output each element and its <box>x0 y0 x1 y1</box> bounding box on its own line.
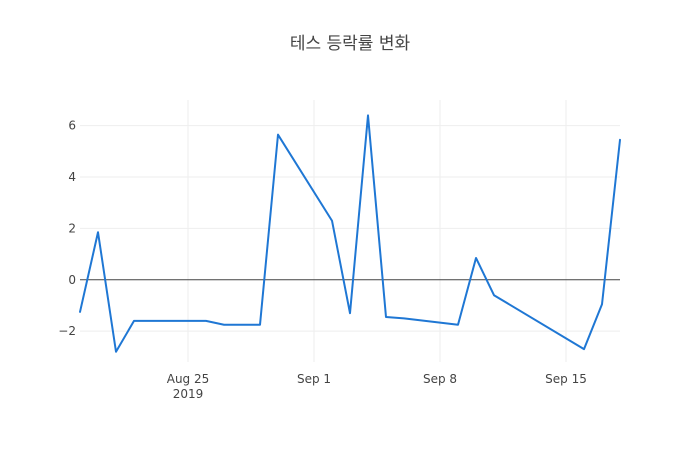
x-tick-label: Sep 8 <box>423 372 457 386</box>
x-tick-label: Sep 15 <box>545 372 587 386</box>
x-tick-label: Sep 1 <box>297 372 331 386</box>
y-tick-label: 4 <box>68 170 76 184</box>
y-tick-label: 6 <box>68 119 76 133</box>
series-line <box>79 114 621 353</box>
series-layer <box>79 114 621 353</box>
chart-title: 테스 등락률 변화 <box>290 34 411 54</box>
y-tick-label: −2 <box>58 324 76 338</box>
y-axis-ticks: −2 0 2 4 6 <box>58 119 76 338</box>
y-tick-label: 2 <box>68 221 76 235</box>
x-tick-year-label: 2019 <box>173 387 204 401</box>
y-tick-label: 0 <box>68 273 76 287</box>
grid-layer <box>80 100 620 362</box>
x-tick-label: Aug 25 <box>167 372 210 386</box>
